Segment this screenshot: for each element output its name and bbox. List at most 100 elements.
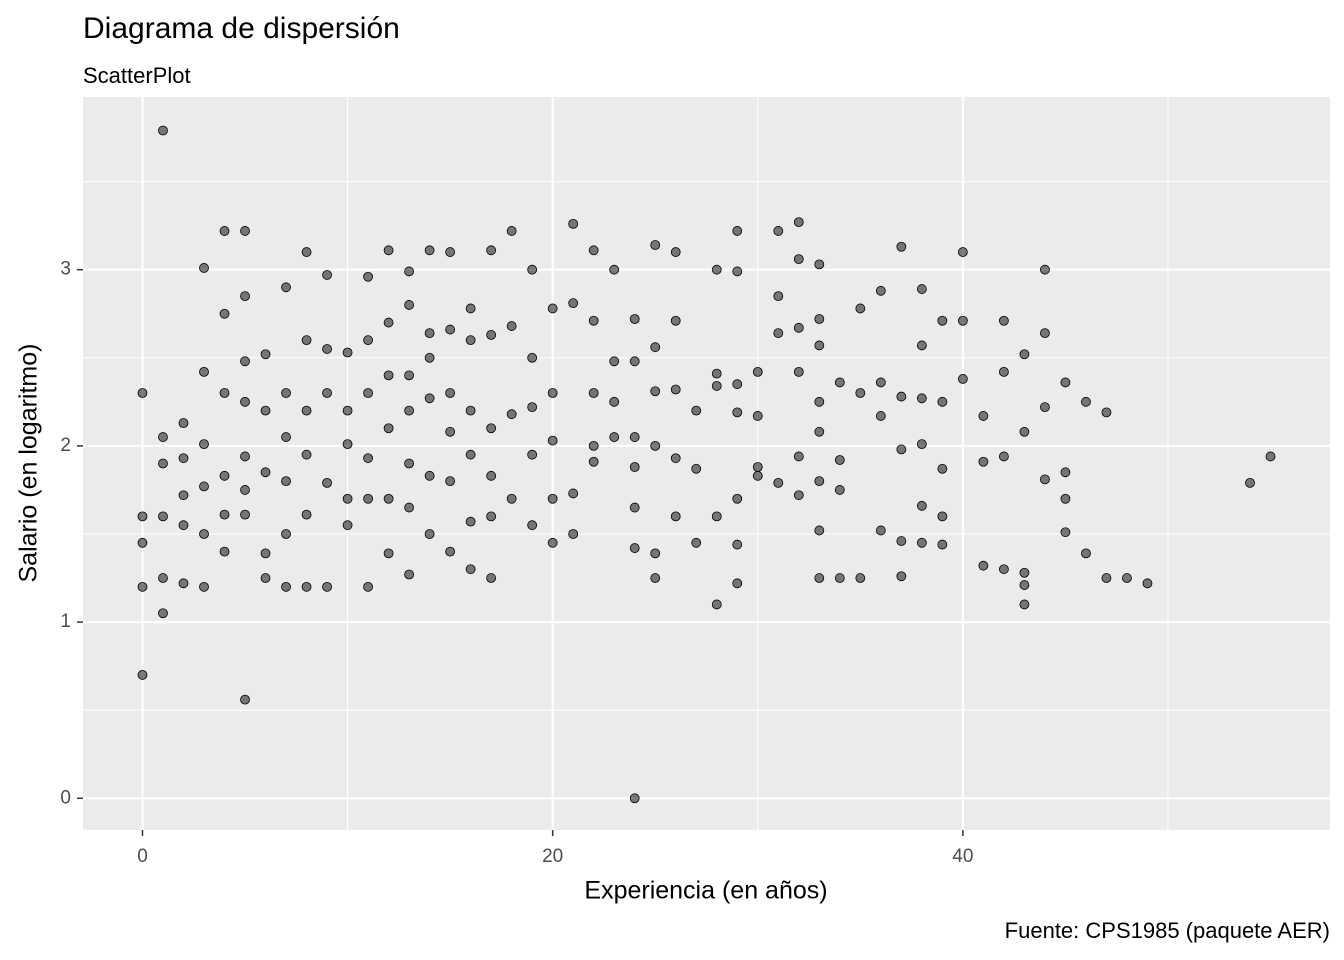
- point: [506, 409, 517, 420]
- point: [793, 451, 804, 462]
- point: [137, 537, 148, 548]
- point: [199, 529, 209, 539]
- point: [1040, 474, 1050, 485]
- points: [137, 125, 1276, 804]
- point: [588, 456, 599, 467]
- point: [814, 525, 825, 536]
- point: [424, 328, 435, 339]
- point: [158, 432, 168, 442]
- point: [260, 405, 271, 416]
- point: [363, 271, 373, 282]
- point: [691, 463, 702, 474]
- point: [547, 537, 558, 548]
- point: [240, 396, 250, 407]
- point: [773, 328, 784, 339]
- point: [281, 581, 291, 592]
- point: [527, 352, 538, 363]
- point: [588, 440, 599, 451]
- point: [568, 218, 579, 229]
- point: [1019, 599, 1030, 610]
- point: [670, 247, 681, 257]
- y-tick-label: 2: [60, 435, 71, 456]
- point: [527, 449, 538, 460]
- point: [691, 405, 702, 416]
- point: [1142, 578, 1153, 589]
- point: [998, 315, 1009, 326]
- point: [629, 793, 640, 804]
- point: [629, 502, 640, 513]
- point: [855, 573, 866, 583]
- point: [1019, 426, 1030, 437]
- point: [732, 578, 743, 589]
- point: [773, 291, 784, 302]
- point: [650, 342, 661, 353]
- point: [322, 344, 332, 354]
- point: [732, 266, 743, 277]
- point: [629, 543, 640, 553]
- point: [404, 370, 415, 381]
- point: [732, 379, 743, 390]
- chart-title: Diagrama de dispersión: [83, 12, 400, 45]
- point: [1019, 580, 1030, 590]
- point: [814, 314, 825, 324]
- point: [670, 511, 681, 522]
- grid: [83, 97, 1330, 830]
- point: [199, 581, 209, 592]
- point: [711, 368, 722, 379]
- point: [916, 500, 927, 511]
- point: [814, 476, 825, 487]
- point: [158, 608, 168, 619]
- point: [404, 300, 415, 310]
- point: [896, 241, 907, 252]
- point: [834, 485, 845, 495]
- point: [424, 529, 435, 539]
- point: [281, 388, 291, 398]
- point: [445, 324, 456, 335]
- point: [793, 322, 804, 333]
- point: [301, 581, 312, 592]
- point: [650, 240, 661, 250]
- point: [301, 449, 312, 460]
- y-axis-label: Salario (en logaritmo): [15, 344, 43, 583]
- point: [937, 511, 948, 522]
- point: [732, 407, 743, 418]
- point: [445, 426, 456, 437]
- point: [916, 537, 927, 548]
- point: [424, 393, 435, 404]
- point: [178, 418, 189, 428]
- point: [916, 393, 927, 404]
- point: [834, 455, 845, 465]
- point: [875, 377, 886, 388]
- point: [1101, 573, 1112, 583]
- y-tick-label: 3: [60, 259, 71, 280]
- point: [670, 315, 681, 326]
- point: [711, 381, 722, 391]
- point: [260, 548, 271, 559]
- point: [404, 502, 415, 513]
- point: [178, 490, 189, 501]
- point: [342, 405, 353, 416]
- point: [834, 573, 845, 583]
- point: [937, 396, 948, 407]
- point: [1040, 328, 1050, 339]
- point: [424, 352, 435, 363]
- point: [896, 391, 907, 402]
- point: [363, 335, 373, 346]
- point: [937, 315, 948, 326]
- point: [916, 340, 927, 351]
- point: [424, 470, 435, 481]
- point: [998, 564, 1009, 575]
- point: [199, 366, 209, 377]
- point: [219, 470, 230, 481]
- point: [465, 449, 476, 460]
- point: [588, 388, 599, 398]
- point: [342, 520, 353, 531]
- point: [219, 388, 230, 398]
- point: [322, 388, 332, 398]
- point: [650, 573, 661, 583]
- point: [547, 435, 558, 446]
- point: [240, 509, 250, 520]
- point: [814, 396, 825, 407]
- point: [158, 458, 168, 469]
